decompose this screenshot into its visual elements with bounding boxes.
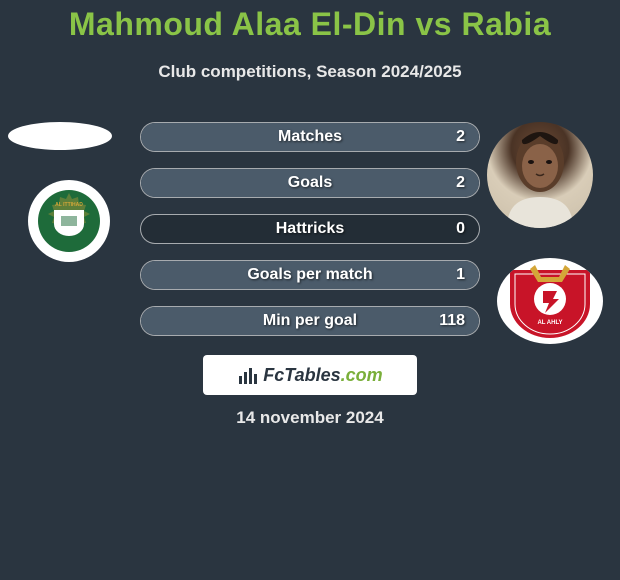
stat-row-hattricks: Hattricks 0 — [140, 214, 480, 244]
date-text: 14 november 2024 — [0, 408, 620, 428]
page-title: Mahmoud Alaa El-Din vs Rabia — [0, 6, 620, 43]
brand-suffix: .com — [341, 365, 383, 385]
stat-right-value: 2 — [456, 174, 465, 192]
stat-right-value: 118 — [439, 312, 465, 330]
club-right-badge: AL AHLY — [497, 258, 603, 344]
club-left-shield-icon: AL ITTIHAD — [34, 186, 104, 256]
svg-text:AL AHLY: AL AHLY — [537, 320, 562, 326]
stat-right-value: 2 — [456, 128, 465, 146]
stats-container: Matches 2 Goals 2 Hattricks 0 Goals per … — [140, 122, 480, 336]
page-subtitle: Club competitions, Season 2024/2025 — [0, 62, 620, 82]
stat-row-matches: Matches 2 — [140, 122, 480, 152]
player-silhouette-icon — [487, 122, 593, 228]
club-left-badge: AL ITTIHAD — [28, 180, 110, 262]
brand-text: FcTables.com — [263, 365, 382, 386]
player-right-avatar — [487, 122, 593, 228]
bars-icon — [237, 364, 259, 386]
stat-right-value: 1 — [456, 266, 465, 284]
stat-row-min-per-goal: Min per goal 118 — [140, 306, 480, 336]
stat-label: Min per goal — [141, 312, 479, 330]
stat-label: Goals per match — [141, 266, 479, 284]
brand-prefix: FcTables — [263, 365, 340, 385]
stat-row-goals-per-match: Goals per match 1 — [140, 260, 480, 290]
stat-label: Hattricks — [141, 220, 479, 238]
stat-label: Goals — [141, 174, 479, 192]
stat-label: Matches — [141, 128, 479, 146]
svg-text:AL ITTIHAD: AL ITTIHAD — [55, 202, 83, 208]
stat-row-goals: Goals 2 — [140, 168, 480, 198]
brand-box: FcTables.com — [203, 355, 417, 395]
player-left-avatar — [8, 122, 112, 150]
club-right-shield-icon: AL AHLY — [505, 262, 595, 340]
stat-right-value: 0 — [456, 220, 465, 238]
